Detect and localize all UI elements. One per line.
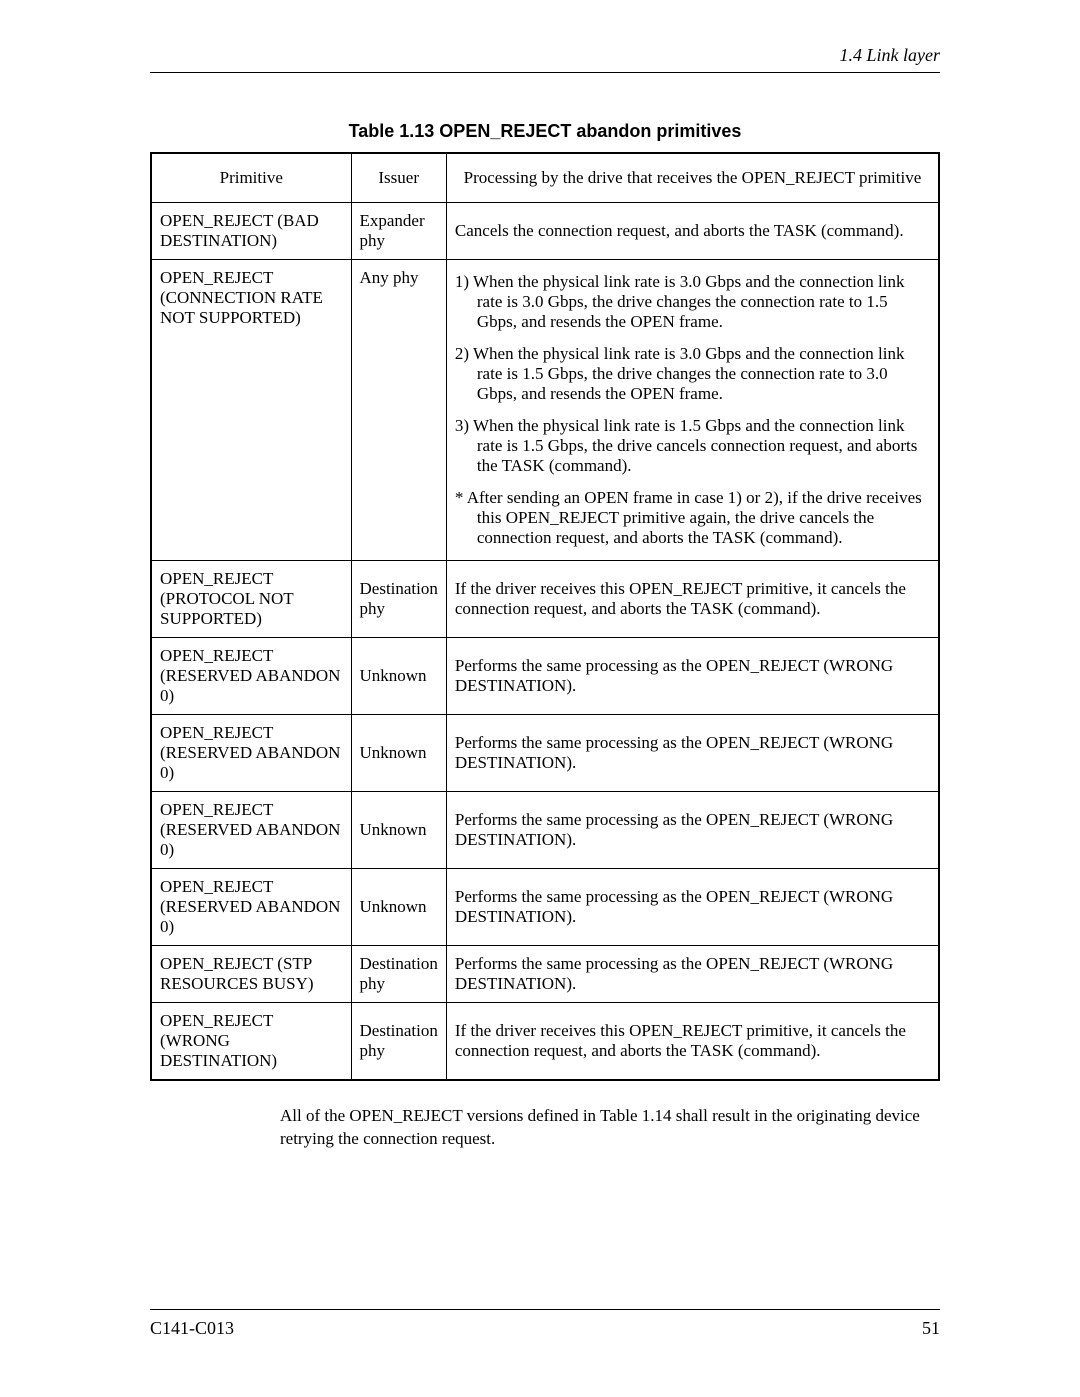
cell-issuer: Expander phy (351, 203, 446, 260)
cell-processing: If the driver receives this OPEN_REJECT … (446, 561, 939, 638)
table-row: OPEN_REJECT (RESERVED ABANDON 0) Unknown… (151, 715, 939, 792)
cell-processing: Performs the same processing as the OPEN… (446, 869, 939, 946)
cell-processing: Cancels the connection request, and abor… (446, 203, 939, 260)
table-row: OPEN_REJECT (RESERVED ABANDON 0) Unknown… (151, 638, 939, 715)
col-processing: Processing by the drive that receives th… (446, 153, 939, 203)
table-row: OPEN_REJECT (WRONG DESTINATION) Destinat… (151, 1003, 939, 1081)
table-row: OPEN_REJECT (RESERVED ABANDON 0) Unknown… (151, 869, 939, 946)
cell-primitive: OPEN_REJECT (RESERVED ABANDON 0) (151, 869, 351, 946)
cell-processing: 1) When the physical link rate is 3.0 Gb… (446, 260, 939, 561)
cell-primitive: OPEN_REJECT (WRONG DESTINATION) (151, 1003, 351, 1081)
cell-issuer: Unknown (351, 869, 446, 946)
col-issuer: Issuer (351, 153, 446, 203)
cell-primitive: OPEN_REJECT (RESERVED ABANDON 0) (151, 792, 351, 869)
open-reject-table: Primitive Issuer Processing by the drive… (150, 152, 940, 1081)
cell-primitive: OPEN_REJECT (RESERVED ABANDON 0) (151, 638, 351, 715)
table-row: OPEN_REJECT (CONNECTION RATE NOT SUPPORT… (151, 260, 939, 561)
running-header: 1.4 Link layer (150, 45, 940, 73)
cell-processing: If the driver receives this OPEN_REJECT … (446, 1003, 939, 1081)
proc-line: 2) When the physical link rate is 3.0 Gb… (455, 344, 930, 404)
table-row: OPEN_REJECT (STP RESOURCES BUSY) Destina… (151, 946, 939, 1003)
cell-primitive: OPEN_REJECT (CONNECTION RATE NOT SUPPORT… (151, 260, 351, 561)
body-paragraph: All of the OPEN_REJECT versions defined … (280, 1105, 930, 1151)
table-row: OPEN_REJECT (BAD DESTINATION) Expander p… (151, 203, 939, 260)
proc-line: 1) When the physical link rate is 3.0 Gb… (455, 272, 930, 332)
cell-issuer: Destination phy (351, 946, 446, 1003)
table-header-row: Primitive Issuer Processing by the drive… (151, 153, 939, 203)
cell-primitive: OPEN_REJECT (STP RESOURCES BUSY) (151, 946, 351, 1003)
cell-primitive: OPEN_REJECT (PROTOCOL NOT SUPPORTED) (151, 561, 351, 638)
page-footer: C141-C013 51 (150, 1309, 940, 1339)
cell-issuer: Destination phy (351, 561, 446, 638)
table-caption: Table 1.13 OPEN_REJECT abandon primitive… (150, 121, 940, 142)
cell-processing: Performs the same processing as the OPEN… (446, 946, 939, 1003)
cell-processing: Performs the same processing as the OPEN… (446, 715, 939, 792)
cell-issuer: Unknown (351, 638, 446, 715)
col-primitive: Primitive (151, 153, 351, 203)
cell-issuer: Unknown (351, 715, 446, 792)
table-row: OPEN_REJECT (RESERVED ABANDON 0) Unknown… (151, 792, 939, 869)
proc-line: 3) When the physical link rate is 1.5 Gb… (455, 416, 930, 476)
cell-issuer: Any phy (351, 260, 446, 561)
table-row: OPEN_REJECT (PROTOCOL NOT SUPPORTED) Des… (151, 561, 939, 638)
cell-issuer: Unknown (351, 792, 446, 869)
cell-issuer: Destination phy (351, 1003, 446, 1081)
page-number: 51 (922, 1318, 940, 1339)
proc-line: * After sending an OPEN frame in case 1)… (455, 488, 930, 548)
cell-processing: Performs the same processing as the OPEN… (446, 792, 939, 869)
cell-processing: Performs the same processing as the OPEN… (446, 638, 939, 715)
cell-primitive: OPEN_REJECT (RESERVED ABANDON 0) (151, 715, 351, 792)
doc-number: C141-C013 (150, 1318, 234, 1338)
cell-primitive: OPEN_REJECT (BAD DESTINATION) (151, 203, 351, 260)
